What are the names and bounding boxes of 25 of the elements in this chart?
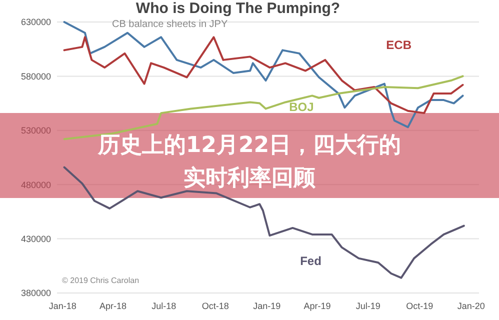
y-tick-label: 580000: [20, 71, 51, 82]
line-series: [63, 21, 464, 128]
series-label: BOJ: [289, 100, 314, 114]
line-series: [63, 166, 465, 279]
x-tick-label: Oct-19: [406, 301, 434, 311]
annotation: 历史上的12月22日，四大行的实时利率回顾: [96, 133, 402, 191]
y-tick-label: 430000: [20, 234, 51, 244]
y-tick-label: 630000: [20, 17, 51, 28]
x-tick-label: Jan-20: [457, 301, 485, 311]
x-tick-label: Oct-18: [202, 301, 229, 311]
y-tick-label: 480000: [20, 180, 51, 190]
text: ECB: [386, 38, 412, 52]
x-tick-label: Apr-19: [304, 301, 331, 311]
chart-title: Who is Doing The Pumping?: [136, 0, 340, 17]
x-tick-label: Apr-18: [99, 301, 126, 311]
chart-subtitle: CB balance sheets in JPY: [112, 19, 228, 30]
x-tick-label: Jul-19: [356, 301, 380, 311]
line-series: [63, 36, 464, 114]
series-label: Fed: [300, 254, 322, 268]
x-tick-label: Jan-19: [253, 301, 281, 311]
x-tick-label: Jan-18: [48, 301, 76, 311]
y-tick-label: 530000: [20, 126, 51, 136]
annotation: © 2019 Chris Carolan: [62, 276, 140, 285]
x-tick-label: Jul-18: [152, 301, 176, 311]
y-tick-label: 380000: [20, 288, 51, 298]
